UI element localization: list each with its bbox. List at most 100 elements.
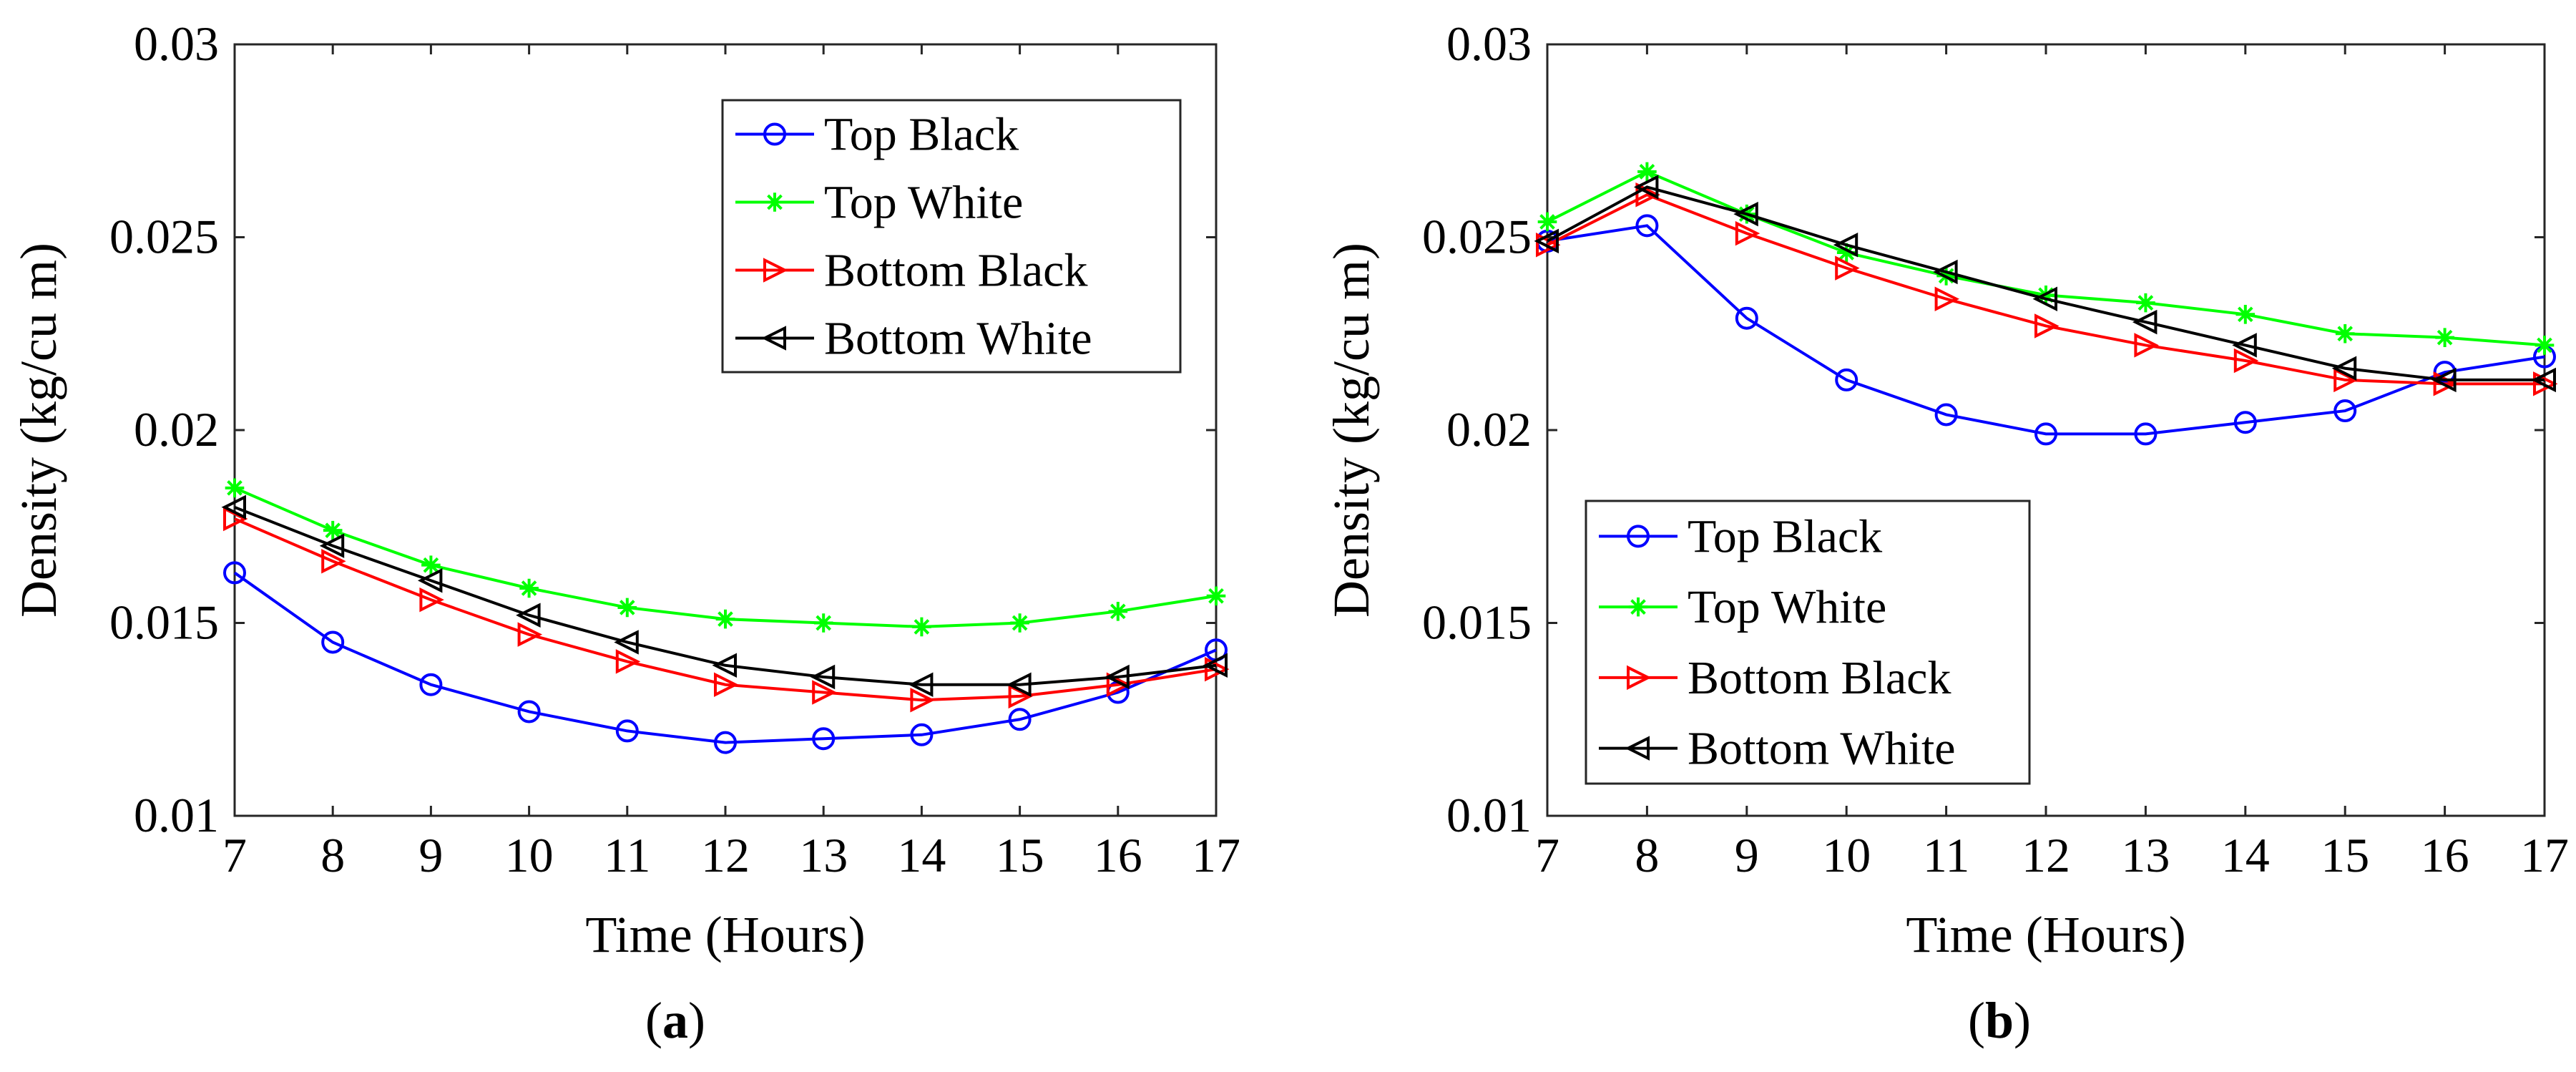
data-point xyxy=(1108,602,1128,621)
data-point xyxy=(2233,411,2257,434)
legend-marker xyxy=(763,258,788,283)
data-point xyxy=(519,578,539,598)
data-point xyxy=(221,494,246,520)
data-point xyxy=(1934,286,1960,311)
data-point xyxy=(2335,323,2355,343)
x-tick-label: 16 xyxy=(1094,828,1142,882)
y-tick-label: 0.025 xyxy=(109,210,219,264)
data-point xyxy=(715,609,735,629)
x-tick-label: 10 xyxy=(505,828,554,882)
y-tick-label: 0.02 xyxy=(134,402,219,457)
x-tick-label: 14 xyxy=(897,828,946,882)
data-point xyxy=(908,672,934,697)
data-point xyxy=(2134,333,2159,358)
legend-marker xyxy=(763,122,786,146)
x-axis-label: Time (Hours) xyxy=(585,906,865,963)
data-point xyxy=(2034,313,2060,338)
data-point xyxy=(2233,348,2259,374)
data-point xyxy=(2331,356,2357,381)
data-point xyxy=(1735,306,1758,330)
legend: Top Black Top White Bottom Black Bottom Whi… xyxy=(1585,500,2031,785)
data-point xyxy=(2134,422,2158,446)
data-point xyxy=(225,478,245,498)
data-point xyxy=(1833,233,1858,258)
data-point xyxy=(712,653,737,678)
data-point xyxy=(812,680,837,705)
data-point xyxy=(614,630,639,655)
series-line xyxy=(1547,185,2545,381)
chart-panel-b: 7 8 9 10 11 12 13 14 15 16 17 0.01 0.015 0.02 0.025 0.0… xyxy=(1323,16,2569,1049)
legend-label: Bottom White xyxy=(824,313,1092,365)
legend-box xyxy=(721,99,1182,374)
data-point xyxy=(1537,212,1557,232)
legend-marker xyxy=(1627,665,1652,691)
panel-label: (b) xyxy=(1968,992,2031,1049)
y-axis-label: Density (kg/cu m) xyxy=(10,243,67,618)
data-point xyxy=(1836,243,1856,263)
data-point xyxy=(912,617,931,637)
legend-entry: Top Black xyxy=(735,109,1019,161)
y-tick-label: 0.015 xyxy=(109,595,219,650)
y-tick-label: 0.01 xyxy=(1446,788,1532,842)
y-tick-label: 0.03 xyxy=(134,16,219,71)
data-point xyxy=(2235,305,2256,324)
x-tick-label: 10 xyxy=(1822,828,1871,882)
legend-entry: Bottom White xyxy=(1599,723,1956,775)
legend-label: Top Black xyxy=(1688,510,1882,562)
legend-marker xyxy=(761,326,786,351)
legend-label: Top White xyxy=(824,177,1023,229)
legend-entry: Top White xyxy=(735,177,1023,229)
data-point xyxy=(1835,255,1860,281)
data-point xyxy=(615,649,641,674)
legend-label: Bottom White xyxy=(1688,723,1956,775)
series-line xyxy=(234,517,1217,702)
data-point xyxy=(1203,653,1228,678)
data-point xyxy=(319,533,345,558)
data-point xyxy=(1205,656,1230,682)
data-point xyxy=(2435,328,2454,347)
x-tick-label: 12 xyxy=(701,828,750,882)
data-point xyxy=(1733,201,1758,227)
legend-entry: Top Black xyxy=(1599,510,1882,562)
y-tick-label: 0.03 xyxy=(1446,16,1532,71)
data-point xyxy=(2333,399,2357,423)
x-tick-label: 14 xyxy=(2221,828,2270,882)
data-point xyxy=(2531,367,2556,393)
legend-entry: Top White xyxy=(1599,581,1886,633)
x-tick-label: 7 xyxy=(222,828,247,882)
data-point xyxy=(1010,613,1029,633)
data-point xyxy=(714,672,739,697)
x-tick-label: 17 xyxy=(1192,828,1240,882)
data-point xyxy=(1105,664,1130,690)
x-tick-label: 16 xyxy=(2421,828,2469,882)
data-point xyxy=(2232,333,2257,358)
y-tick-label: 0.015 xyxy=(1422,595,1532,650)
x-tick-label: 13 xyxy=(799,828,848,882)
series-top-white xyxy=(225,478,1226,637)
legend-marker xyxy=(1625,736,1650,761)
x-tick-label: 8 xyxy=(1635,828,1659,882)
data-point xyxy=(419,587,444,613)
data-point xyxy=(1735,220,1760,246)
chart-panel-a: 7 8 9 10 11 12 13 14 15 16 17 0.01 0.015 0.02 0.025 0.0… xyxy=(10,16,1240,1049)
data-point xyxy=(1635,182,1660,208)
x-tick-label: 15 xyxy=(2321,828,2369,882)
series-bottom-white xyxy=(221,494,1228,697)
data-point xyxy=(1933,259,1958,285)
x-tick-label: 13 xyxy=(2121,828,2170,882)
x-tick-label: 7 xyxy=(1535,828,1559,882)
panel-label: (a) xyxy=(645,992,705,1049)
x-tick-label: 17 xyxy=(2520,828,2569,882)
data-point xyxy=(1007,672,1032,697)
series-line xyxy=(1547,193,2545,386)
legend-box xyxy=(1585,500,2031,785)
data-point xyxy=(1534,228,1559,254)
x-tick-label: 15 xyxy=(996,828,1044,882)
data-point xyxy=(1934,403,1958,427)
data-point xyxy=(910,723,934,746)
legend-marker xyxy=(1628,597,1648,617)
data-point xyxy=(321,630,345,654)
data-point xyxy=(1008,708,1032,731)
legend-entry: Bottom White xyxy=(735,313,1092,365)
